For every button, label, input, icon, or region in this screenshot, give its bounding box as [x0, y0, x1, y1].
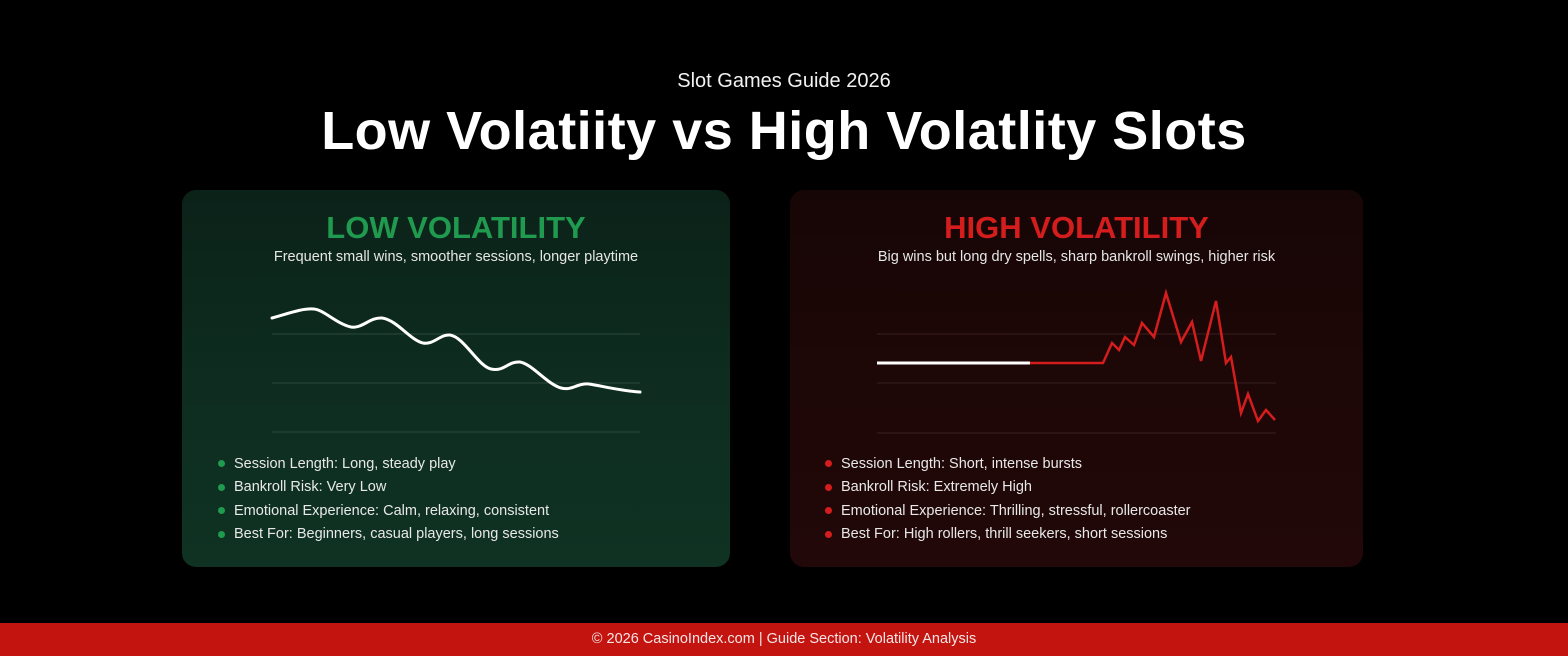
bullet-dot-icon	[218, 530, 225, 538]
bullet-dot-icon	[825, 507, 832, 515]
page-kicker: Slot Games Guide 2026	[677, 70, 891, 92]
list-item: Best For: Beginners, casual players, lon…	[218, 523, 559, 547]
bullet-text: Session Length: Long, steady play	[234, 455, 456, 472]
footer-text: © 2026 CasinoIndex.com | Guide Section: …	[591, 631, 977, 647]
bullet-text: Emotional Experience: Thrilling, stressf…	[841, 502, 1191, 519]
page-title: Low Volatiity vs High Volatlity Slots	[321, 101, 1247, 161]
high-volatility-card: HIGH VOLATILITY Big wins but long dry sp…	[790, 190, 1363, 567]
list-item: Session Length: Short, intense bursts	[825, 452, 1191, 476]
list-item: Bankroll Risk: Very Low	[218, 476, 559, 500]
list-item: Bankroll Risk: Extremely High	[825, 476, 1191, 500]
footer-bar: © 2026 CasinoIndex.com | Guide Section: …	[0, 623, 1568, 656]
list-item: Session Length: Long, steady play	[218, 452, 559, 476]
bullet-text: Session Length: Short, intense bursts	[841, 455, 1083, 472]
bullet-text: Best For: High rollers, thrill seekers, …	[841, 526, 1168, 543]
bullet-dot-icon	[218, 483, 225, 491]
low-volatility-heading: LOW VOLATILITY	[326, 210, 586, 245]
bullet-dot-icon	[825, 483, 832, 491]
bullet-text: Bankroll Risk: Extremely High	[841, 479, 1032, 496]
high-volatility-bullet-list: Session Length: Short, intense bursts Ba…	[825, 452, 1191, 546]
smooth-balance-line	[270, 307, 642, 394]
bullet-dot-icon	[218, 460, 225, 468]
low-volatility-subtitle: Frequent small wins, smoother sessions, …	[273, 249, 639, 265]
low-volatility-line-illustration	[270, 307, 642, 433]
list-item: Best For: High rollers, thrill seekers, …	[825, 523, 1191, 547]
low-volatility-bullet-list: Session Length: Long, steady play Bankro…	[218, 452, 559, 546]
high-volatility-line-illustration	[877, 288, 1276, 434]
bullet-dot-icon	[218, 507, 225, 515]
high-volatility-heading: HIGH VOLATILITY	[944, 210, 1209, 245]
bullet-text: Bankroll Risk: Very Low	[234, 479, 387, 496]
volatile-balance-line	[1030, 288, 1276, 424]
list-item: Emotional Experience: Calm, relaxing, co…	[218, 499, 559, 523]
bullet-text: Best For: Beginners, casual players, lon…	[234, 526, 559, 543]
bullet-dot-icon	[825, 530, 832, 538]
high-volatility-subtitle: Big wins but long dry spells, sharp bank…	[877, 249, 1276, 265]
bullet-text: Emotional Experience: Calm, relaxing, co…	[234, 502, 550, 519]
list-item: Emotional Experience: Thrilling, stressf…	[825, 499, 1191, 523]
low-volatility-card: LOW VOLATILITY Frequent small wins, smoo…	[182, 190, 730, 567]
bullet-dot-icon	[825, 460, 832, 468]
